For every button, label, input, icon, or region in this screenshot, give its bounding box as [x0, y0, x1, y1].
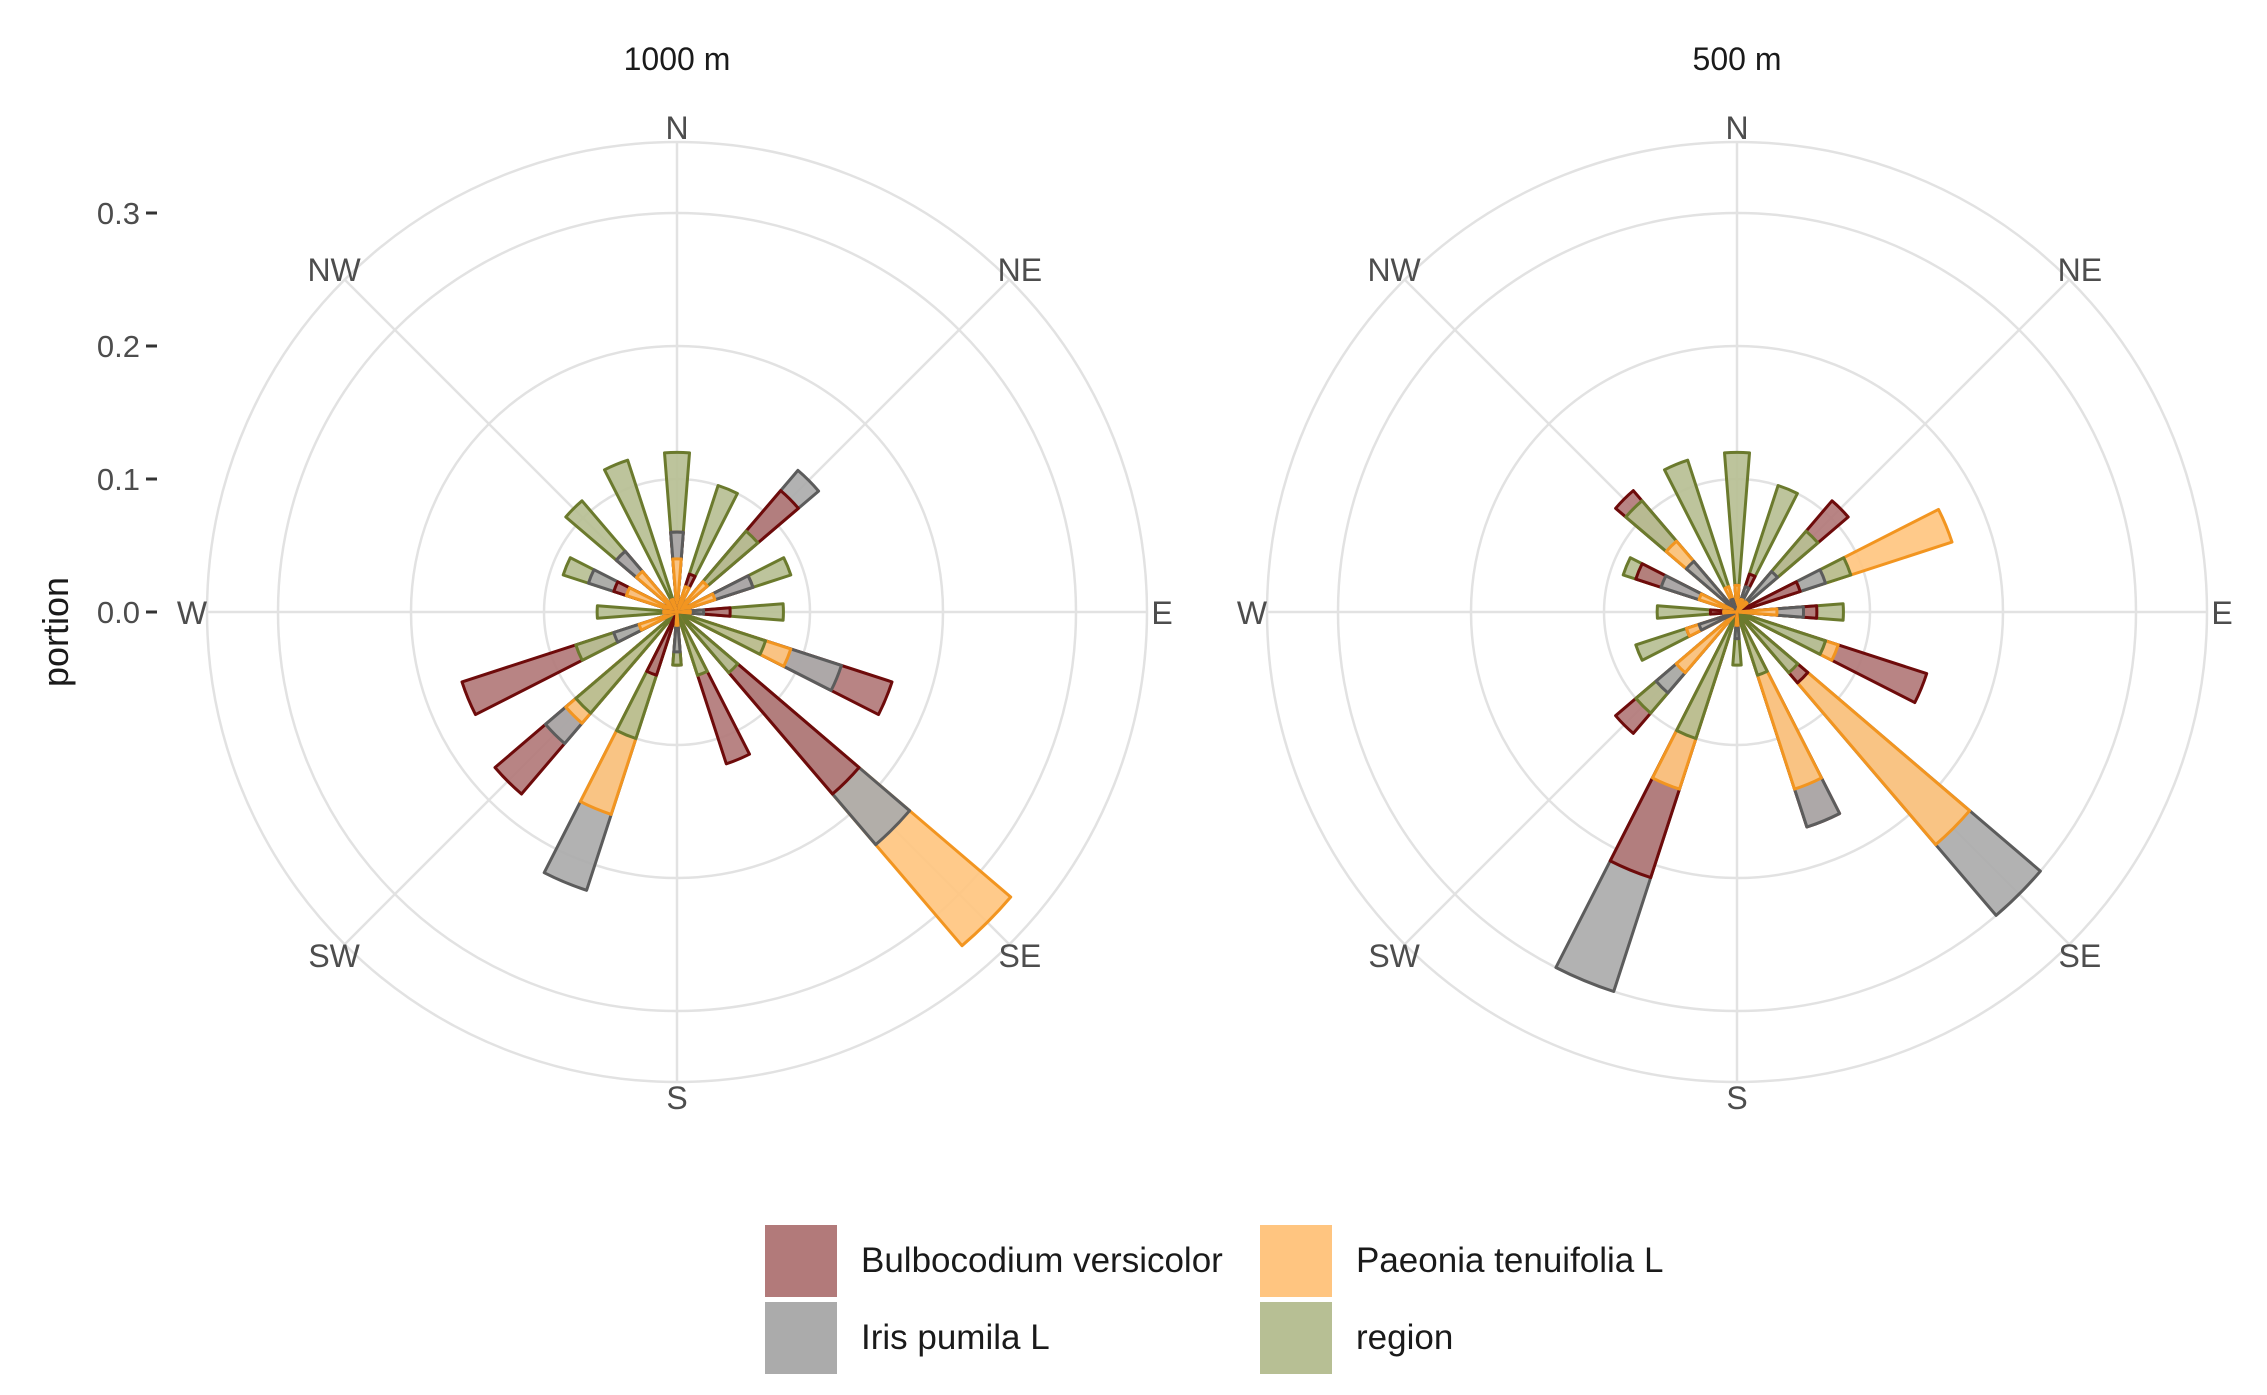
- panel-title: 500 m: [1693, 41, 1782, 77]
- direction-label-se: SE: [999, 938, 1042, 974]
- bar-paeonia-tenuifolia-l-bin-3: [675, 592, 717, 614]
- bar-paeonia-tenuifolia-l-bin-1: [675, 585, 691, 614]
- bar-region-bin-7: [1735, 610, 1769, 677]
- direction-label-n: N: [1725, 110, 1748, 146]
- bar-paeonia-tenuifolia-l-bin-8: [674, 610, 680, 627]
- bar-paeonia-tenuifolia-l-bin-0: [1733, 583, 1741, 614]
- legend-label: region: [1356, 1318, 1454, 1357]
- direction-label-n: N: [665, 110, 688, 146]
- bar-region-bin-10: [574, 610, 679, 715]
- legend-label: Iris pumila L: [861, 1318, 1050, 1357]
- bar-bulbocodium-versicolor-bin-9: [645, 610, 679, 677]
- bar-paeonia-tenuifolia-l-bin-4: [1735, 607, 1779, 617]
- radial-tick-label: 0.3: [97, 196, 140, 231]
- bar-region-bin-7: [675, 610, 709, 677]
- bar-region-bin-12: [1655, 604, 1739, 620]
- bar-bulbocodium-versicolor-bin-3: [1735, 580, 1802, 614]
- legend-item-paeonia: Paeonia tenuifolia L: [1260, 1225, 1663, 1297]
- radial-tick-label: 0.1: [97, 462, 140, 497]
- legend-key-iris: [765, 1302, 837, 1374]
- bar-paeonia-tenuifolia-l-bin-0: [671, 557, 683, 614]
- bar-iris-pumila-l-bin-11: [1697, 610, 1739, 632]
- rose-bars: [460, 450, 1013, 948]
- direction-label-nw: NW: [307, 252, 361, 288]
- radial-tick-label: 0.0: [97, 595, 140, 630]
- y-axis-title: portion: [35, 577, 76, 687]
- legend-key-paeonia: [1260, 1225, 1332, 1297]
- legend: Bulbocodium versicolor Paeonia tenuifoli…: [765, 1215, 1725, 1395]
- bar-paeonia-tenuifolia-l-bin-13: [624, 586, 679, 614]
- legend-item-region: region: [1260, 1302, 1453, 1374]
- legend-key-bulbocodium: [765, 1225, 837, 1297]
- direction-labels: N NE E SE S SW W NW: [177, 110, 1173, 1116]
- legend-item-iris: Iris pumila L: [765, 1302, 1050, 1374]
- direction-labels: N NE E SE S SW W NW: [1237, 110, 2233, 1116]
- bar-paeonia-tenuifolia-l-bin-13: [1697, 592, 1739, 614]
- panel-1000m: 1000 m N NE E SE S SW W NW: [177, 41, 1173, 1116]
- direction-label-nw: NW: [1367, 252, 1421, 288]
- direction-label-s: S: [1726, 1080, 1747, 1116]
- bar-region-bin-12: [595, 604, 679, 620]
- bar-paeonia-tenuifolia-l-bin-15: [669, 597, 679, 614]
- bar-paeonia-tenuifolia-l-bin-11: [637, 610, 679, 632]
- legend-key-region: [1260, 1302, 1332, 1374]
- direction-label-sw: SW: [1368, 938, 1420, 974]
- radial-tick-labels: 0.0 0.1 0.2 0.3: [97, 196, 157, 630]
- direction-label-sw: SW: [308, 938, 360, 974]
- direction-label-se: SE: [2059, 938, 2102, 974]
- radial-axis: portion 0.0 0.1 0.2 0.3: [35, 196, 157, 687]
- bar-iris-pumila-l-bin-15: [1729, 597, 1739, 614]
- direction-label-ne: NE: [2058, 252, 2102, 288]
- bar-paeonia-tenuifolia-l-bin-2: [675, 580, 709, 614]
- bar-paeonia-tenuifolia-l-bin-10: [1674, 610, 1739, 675]
- bar-region-bin-5: [675, 610, 767, 656]
- bar-region-bin-15: [603, 458, 679, 614]
- direction-label-w: W: [1237, 595, 1268, 631]
- bar-region-bin-0: [1723, 450, 1751, 614]
- bar-region-bin-15: [1663, 458, 1739, 614]
- panel-title: 1000 m: [624, 41, 731, 77]
- bar-paeonia-tenuifolia-l-bin-4: [675, 609, 692, 615]
- bar-region-bin-5: [1735, 610, 1827, 656]
- direction-label-ne: NE: [998, 252, 1042, 288]
- bar-paeonia-tenuifolia-l-bin-8: [1734, 610, 1740, 627]
- direction-label-e: E: [2211, 595, 2232, 631]
- rose-bars: [1554, 450, 2042, 993]
- bar-region-bin-6: [675, 610, 740, 675]
- bar-region-bin-6: [1735, 610, 1800, 675]
- bar-paeonia-tenuifolia-l-bin-12: [662, 609, 679, 615]
- radial-tick-label: 0.2: [97, 329, 140, 364]
- bar-region-bin-9: [1675, 610, 1739, 740]
- bar-iris-pumila-l-bin-8: [672, 610, 682, 654]
- bar-paeonia-tenuifolia-l-bin-12: [1722, 609, 1739, 615]
- bar-iris-pumila-l-bin-14: [1684, 559, 1739, 614]
- direction-label-e: E: [1151, 595, 1172, 631]
- bar-paeonia-tenuifolia-l-bin-2: [1735, 600, 1749, 614]
- legend-label: Paeonia tenuifolia L: [1356, 1241, 1664, 1280]
- direction-label-s: S: [666, 1080, 687, 1116]
- legend-label: Bulbocodium versicolor: [861, 1241, 1223, 1280]
- direction-label-w: W: [177, 595, 208, 631]
- legend-item-bulbocodium: Bulbocodium versicolor: [765, 1225, 1223, 1297]
- panel-500m: 500 m N NE E SE S SW W NW: [1237, 41, 2233, 1116]
- bar-paeonia-tenuifolia-l-bin-14: [635, 570, 679, 614]
